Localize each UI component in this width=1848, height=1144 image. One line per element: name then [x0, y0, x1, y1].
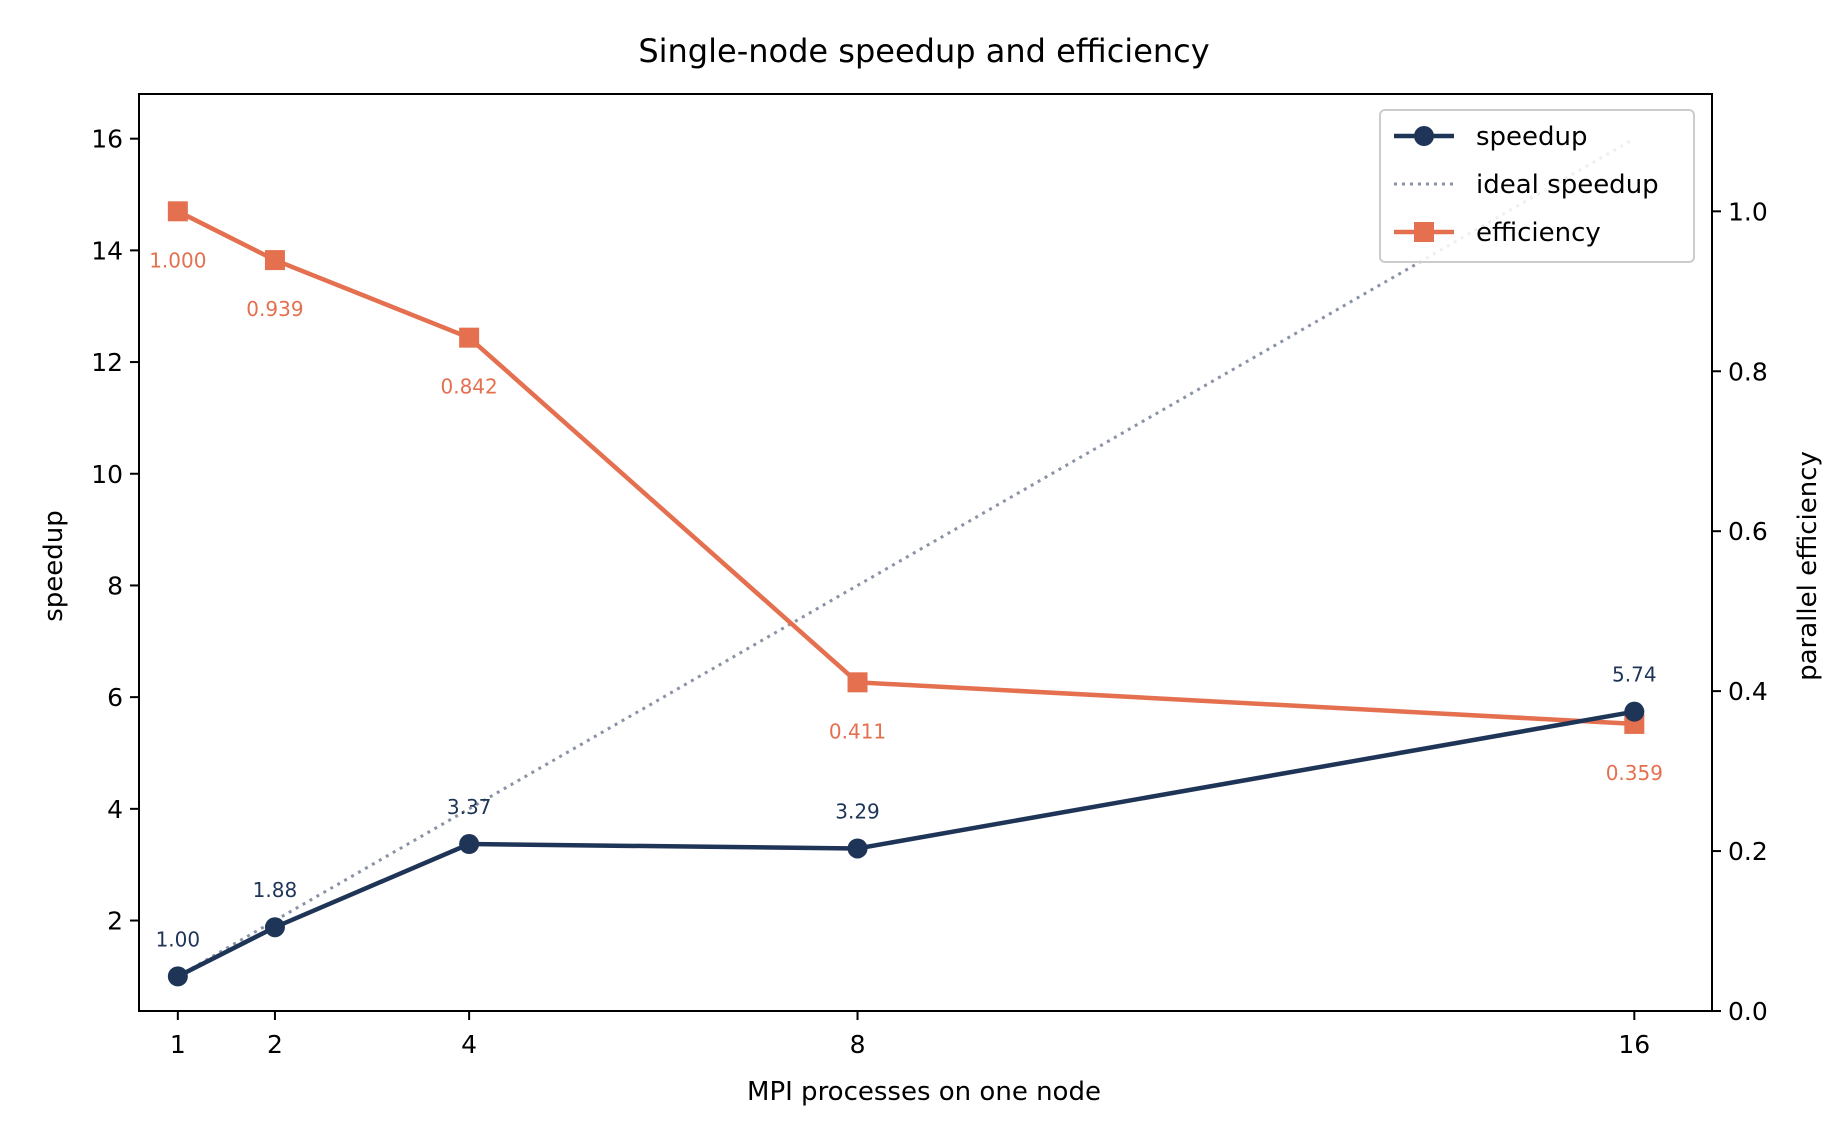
y2-tick-label: 0.0 — [1728, 997, 1768, 1026]
y2-tick-label: 0.4 — [1728, 677, 1768, 706]
x-tick-label: 16 — [1618, 1030, 1650, 1059]
y2-tick-label: 1.0 — [1728, 197, 1768, 226]
y-tick-label: 6 — [107, 683, 123, 712]
legend: speedup ideal speedup efficiency — [1379, 109, 1695, 263]
efficiency-data-label: 1.000 — [149, 248, 206, 272]
y-tick-label: 12 — [91, 348, 123, 377]
x-tick-label: 4 — [461, 1030, 477, 1059]
y-tick-label: 10 — [91, 460, 123, 489]
y2-axis-label: parallel efficiency — [1793, 451, 1823, 681]
y-tick-label: 14 — [91, 236, 123, 265]
plot-area: 1.000 0.939 0.842 0.411 0.359 1.00 1.88 3.37 3.2… — [149, 137, 1663, 987]
x-axis-label: MPI processes on one node — [747, 1077, 1101, 1107]
efficiency-data-label: 0.939 — [246, 297, 303, 321]
speedup-data-label: 3.37 — [447, 795, 492, 819]
y2-tick-label: 0.2 — [1728, 837, 1768, 866]
x-tick-label: 2 — [267, 1030, 283, 1059]
ideal-speedup-line — [177, 137, 1636, 978]
y-tick-label: 8 — [107, 571, 123, 600]
y-tick-label: 4 — [107, 795, 123, 824]
y2-tick-label: 0.6 — [1728, 517, 1768, 546]
y-tick-label: 2 — [107, 907, 123, 936]
efficiency-line — [176, 209, 1635, 727]
speedup-marker — [264, 917, 285, 938]
efficiency-marker — [847, 672, 868, 693]
speedup-data-label: 5.74 — [1612, 663, 1657, 687]
efficiency-data-label: 0.411 — [829, 719, 886, 743]
legend-box — [1379, 109, 1695, 263]
speedup-data-label: 1.88 — [253, 878, 298, 902]
legend-entry-label: ideal speedup — [1476, 170, 1659, 200]
x-tick-label: 1 — [170, 1030, 186, 1059]
efficiency-marker — [167, 201, 188, 222]
speedup-marker — [459, 834, 480, 855]
efficiency-marker — [264, 250, 285, 271]
legend-swatch-marker-circle — [1414, 126, 1434, 146]
speedup-marker — [167, 966, 188, 987]
speedup-marker — [1624, 701, 1645, 722]
speedup-data-label: 3.29 — [835, 799, 880, 823]
chart-title: Single-node speedup and efficiency — [638, 32, 1209, 70]
speedup-marker — [847, 838, 868, 859]
efficiency-data-label: 0.842 — [441, 375, 498, 399]
efficiency-marker — [459, 327, 480, 348]
efficiency-data-label: 0.359 — [1606, 761, 1663, 785]
y-axis-label: speedup — [39, 510, 69, 622]
legend-entry-label: speedup — [1476, 122, 1588, 152]
x-tick-label: 8 — [850, 1030, 866, 1059]
axes-frame — [138, 93, 1713, 1012]
speedup-data-label: 1.00 — [156, 927, 201, 951]
legend-swatch-marker-square — [1414, 222, 1434, 242]
legend-entry-label: efficiency — [1476, 218, 1601, 248]
speedup-line — [176, 709, 1635, 979]
y2-tick-label: 0.8 — [1728, 357, 1768, 386]
y-tick-label: 16 — [91, 125, 123, 154]
